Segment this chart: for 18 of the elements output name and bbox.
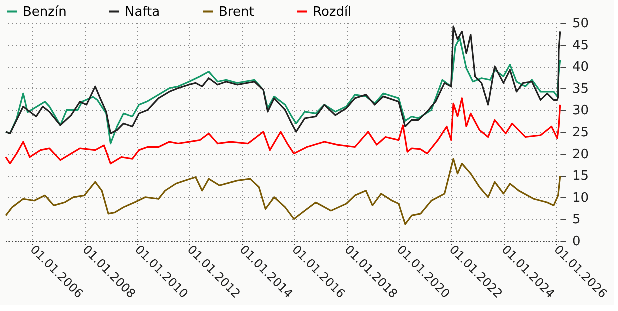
- line-series: [5, 158, 562, 226]
- y-tick-label: 45: [572, 38, 590, 54]
- y-tick-label: 5: [572, 212, 581, 228]
- legend-label: Rozdíl: [313, 4, 352, 20]
- line-series: [5, 26, 562, 135]
- y-tick-label: 15: [572, 169, 590, 184]
- line-series: [5, 98, 562, 165]
- y-tick-label: 10: [572, 190, 590, 206]
- y-tick-label: 0: [572, 234, 581, 250]
- y-tick-label: 20: [572, 147, 590, 162]
- y-tick-label: 25: [572, 126, 590, 140]
- y-tick-label: 40: [572, 60, 590, 76]
- y-tick-label: 35: [572, 82, 590, 97]
- y-tick-label: 50: [572, 16, 590, 32]
- legend-label: Brent: [219, 4, 254, 20]
- legend-label: Benzín: [23, 4, 67, 20]
- legend-label: Nafta: [125, 4, 160, 20]
- y-tick-label: 30: [572, 104, 590, 119]
